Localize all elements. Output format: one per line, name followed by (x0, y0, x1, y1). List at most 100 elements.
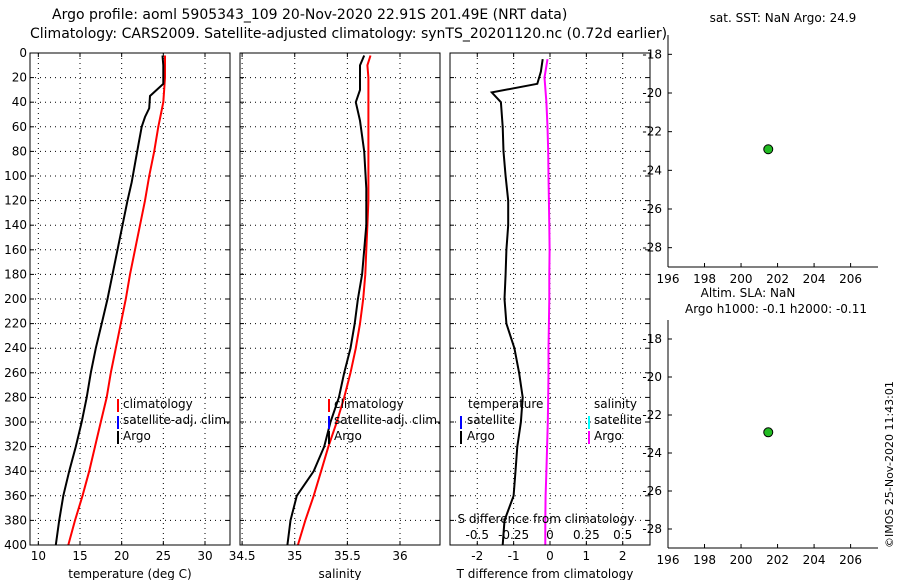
sla-location-map: 196 198 200 202 204 206 -18 -20 -22 -24 -26 -28 (642, 320, 878, 567)
sst-location-map: 196 198 200 202 204 206 -18 -20 -22 -24 -26 -28 (642, 35, 878, 286)
sla-map-title-line2: Argo h1000: -0.1 h2000: -0.11 (685, 302, 867, 316)
salinity-legend: climatology satellite-adj. clim. Argo (328, 397, 441, 444)
y-tick-label: 0 (19, 46, 27, 60)
y-tick-label: 20 (12, 71, 27, 85)
figure-title-line2: Climatology: CARS2009. Satellite-adjuste… (30, 26, 667, 42)
y-tick-label: 140 (4, 218, 27, 232)
legend-label-argo: Argo (334, 429, 362, 443)
y-tick-label: 340 (4, 464, 27, 478)
legend-head-salinity: salinity (594, 397, 637, 411)
imos-timestamp: ©IMOS 25-Nov-2020 11:43:01 (883, 381, 896, 548)
y-tick-label: 60 (12, 120, 27, 134)
y-tick-label: 120 (4, 194, 27, 208)
y-tick-label: 300 (4, 415, 27, 429)
map-y-tick-label: -20 (642, 86, 662, 100)
secondary-tick-label: -0.25 (498, 528, 529, 542)
y-tick-label: 380 (4, 513, 27, 527)
legend-label-satellite: satellite-adj. clim. (334, 413, 441, 427)
secondary-tick-label: 0.5 (613, 528, 632, 542)
secondary-tick-label: 0 (546, 528, 554, 542)
difference-legend: temperature satellite Argo salinity sate… (460, 397, 642, 444)
secondary-tick-label: -0.5 (466, 528, 489, 542)
series-line-climatology (67, 55, 166, 546)
series-line-climatology (296, 55, 372, 546)
map-x-tick-label: 202 (766, 553, 789, 567)
salinity-panel: 34.5 35 35.5 36 salinity (229, 52, 441, 580)
x-tick-label: 2 (619, 549, 627, 563)
x-tick-label: 20 (114, 549, 129, 563)
temperature-panel: 10 15 20 25 30020406080100120140160180200220… (4, 46, 231, 580)
map-x-tick-label: 196 (657, 553, 680, 567)
y-tick-label: 260 (4, 366, 27, 380)
secondary-tick-label: 0.25 (573, 528, 600, 542)
map-y-tick-label: -18 (642, 332, 662, 346)
legend-head-temperature: temperature (468, 397, 543, 411)
map-x-tick-label: 198 (693, 553, 716, 567)
map-y-tick-label: -22 (642, 408, 662, 422)
sst-map-title: sat. SST: NaN Argo: 24.9 (710, 11, 857, 25)
series-line-temperature-argo (489, 58, 544, 546)
y-tick-label: 240 (4, 341, 27, 355)
legend-label-satellite: satellite-adj. clim. (123, 413, 230, 427)
map-y-tick-label: -22 (642, 125, 662, 139)
y-tick-label: 220 (4, 317, 27, 331)
x-tick-label: 36 (392, 549, 407, 563)
legend-label-s-argo: Argo (594, 429, 622, 443)
y-tick-label: 360 (4, 489, 27, 503)
series-line-argo (286, 55, 368, 546)
temperature-legend: climatology satellite-adj. clim. Argo (117, 397, 230, 444)
map-x-tick-label: 206 (839, 272, 862, 286)
y-tick-label: 40 (12, 95, 27, 109)
legend-label-argo: Argo (123, 429, 151, 443)
y-tick-label: 320 (4, 440, 27, 454)
series-line-salinity-argo (543, 58, 551, 545)
x-tick-label: -2 (471, 549, 483, 563)
x-axis-label: salinity (318, 567, 361, 580)
x-tick-label: 0 (546, 549, 554, 563)
x-tick-label: 34.5 (229, 549, 256, 563)
x-tick-label: 35.5 (334, 549, 361, 563)
map-y-tick-label: -20 (642, 370, 662, 384)
legend-label-t-satellite: satellite (467, 413, 515, 427)
legend-label-climatology: climatology (334, 397, 404, 411)
sla-map-title-line1: Altim. SLA: NaN (701, 286, 796, 300)
x-tick-label: 15 (72, 549, 87, 563)
argo-location-marker (763, 144, 774, 155)
y-tick-label: 100 (4, 169, 27, 183)
map-x-tick-label: 202 (766, 272, 789, 286)
map-x-tick-label: 198 (693, 272, 716, 286)
x-tick-label: 10 (31, 549, 46, 563)
secondary-axis-label: S difference from climatology (458, 512, 635, 526)
x-tick-label: -1 (508, 549, 520, 563)
map-x-tick-label: 196 (657, 272, 680, 286)
x-axis-label: T difference from climatology (456, 567, 634, 580)
x-tick-label: 35 (287, 549, 302, 563)
plot-frame (449, 52, 651, 546)
map-x-tick-label: 200 (730, 272, 753, 286)
plot-frame (239, 52, 441, 546)
legend-label-climatology: climatology (123, 397, 193, 411)
y-tick-label: 400 (4, 538, 27, 552)
legend-label-t-argo: Argo (467, 429, 495, 443)
plot-frame (29, 52, 231, 546)
map-x-tick-label: 200 (730, 553, 753, 567)
x-tick-label: 1 (583, 549, 591, 563)
y-tick-label: 200 (4, 292, 27, 306)
x-tick-label: 25 (156, 549, 171, 563)
y-tick-label: 160 (4, 243, 27, 257)
x-axis-label: temperature (deg C) (68, 567, 191, 580)
figure-title-line1: Argo profile: aoml 5905343_109 20-Nov-20… (52, 7, 567, 23)
map-y-tick-label: -24 (642, 446, 662, 460)
y-tick-label: 280 (4, 390, 27, 404)
legend-label-s-satellite: satellite (594, 413, 642, 427)
x-tick-label: 30 (197, 549, 212, 563)
map-x-tick-label: 204 (803, 553, 826, 567)
y-tick-label: 80 (12, 144, 27, 158)
map-y-tick-label: -28 (642, 241, 662, 255)
y-tick-label: 180 (4, 267, 27, 281)
map-y-tick-label: -28 (642, 522, 662, 536)
map-x-tick-label: 204 (803, 272, 826, 286)
argo-location-marker (763, 427, 774, 438)
map-y-tick-label: -18 (642, 47, 662, 61)
map-y-tick-label: -26 (642, 202, 662, 216)
